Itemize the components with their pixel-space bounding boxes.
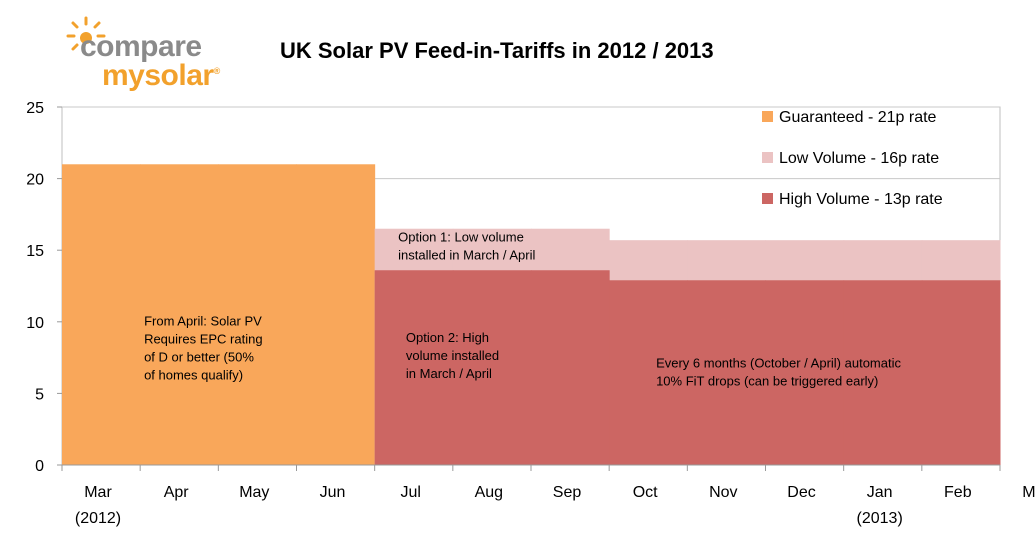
annotation-line: Option 1: Low volume (398, 230, 524, 245)
annotation-line: Every 6 months (October / April) automat… (656, 356, 901, 371)
x-tick-sublabel: (2013) (857, 510, 903, 527)
x-tick-label: Mar (1022, 484, 1035, 501)
annotation-line: of D or better (50% (144, 349, 254, 364)
chart-title: UK Solar PV Feed-in-Tariffs in 2012 / 20… (280, 38, 714, 63)
annotation-text: Every 6 months (October / April) automat… (656, 356, 901, 389)
x-tick-label: Jan (867, 484, 893, 501)
bar-high-segment (687, 280, 766, 465)
annotation-line: in March / April (406, 366, 492, 381)
legend-swatch (762, 111, 773, 122)
bar-high-segment (921, 280, 1001, 465)
bar-high-segment (843, 280, 923, 465)
x-tick-label: May (239, 484, 269, 501)
x-tick-label: Jun (320, 484, 346, 501)
annotation-line: Option 2: High (406, 330, 489, 345)
annotation-line: volume installed (406, 348, 499, 363)
x-tick-label: Sep (553, 484, 582, 501)
annotation-line: Requires EPC rating (144, 331, 263, 346)
x-tick-label: Mar (84, 484, 112, 501)
legend-item: Low Volume - 16p rate (762, 150, 939, 168)
y-tick-label: 15 (26, 243, 44, 260)
bar-guaranteed-segment (140, 164, 219, 465)
annotation-line: From April: Solar PV (144, 313, 262, 328)
bar-high-segment (531, 270, 610, 465)
y-tick-label: 10 (26, 315, 44, 332)
annotation-text: From April: Solar PV Requires EPC rating o… (144, 313, 263, 382)
bar-high-segment (374, 270, 454, 465)
logo-text-compare: compare (80, 30, 202, 63)
bar-high-segment (452, 270, 532, 465)
annotation-text: Option 2: High volume installed in March /… (406, 330, 499, 381)
legend-label: Low Volume - 16p rate (779, 150, 940, 167)
legend-swatch (762, 193, 773, 204)
legend-swatch (762, 152, 773, 163)
legend-label: High Volume - 13p rate (779, 191, 943, 208)
x-tick-label: Oct (633, 484, 658, 501)
x-tick-label: Nov (709, 484, 737, 501)
x-tick-label: Aug (475, 484, 503, 501)
legend-label: Guaranteed - 21p rate (779, 109, 937, 126)
x-tick-sublabel: (2012) (75, 510, 121, 527)
compare-my-solar-logo: compare mysolar® (64, 14, 234, 92)
y-tick-label: 25 (26, 100, 44, 117)
x-tick-label: Apr (164, 484, 190, 501)
x-tick-label: Dec (787, 484, 815, 501)
bar-guaranteed-segment (296, 164, 376, 465)
sun-icon (66, 16, 106, 51)
legend-item: High Volume - 13p rate (762, 191, 943, 209)
legend-item: Guaranteed - 21p rate (762, 109, 936, 127)
logo-text-mysolar: mysolar® (102, 59, 220, 92)
bar-high-segment (1000, 280, 1001, 465)
bar-high-segment (609, 280, 688, 465)
annotation-text: Option 1: Low volume installed in March /… (398, 230, 535, 263)
annotation-line: of homes qualify) (144, 367, 243, 382)
annotation-line: 10% FiT drops (can be triggered early) (656, 374, 878, 389)
y-tick-label: 0 (35, 458, 44, 475)
bar-high-segment (765, 280, 845, 465)
annotation-line: installed in March / April (398, 248, 535, 263)
x-tick-label: Jul (400, 484, 420, 501)
y-tick-label: 5 (35, 386, 44, 403)
bar-guaranteed-segment (62, 164, 141, 465)
y-tick-label: 20 (26, 172, 44, 189)
bar-guaranteed-segment (218, 164, 297, 465)
x-tick-label: Feb (944, 484, 972, 501)
